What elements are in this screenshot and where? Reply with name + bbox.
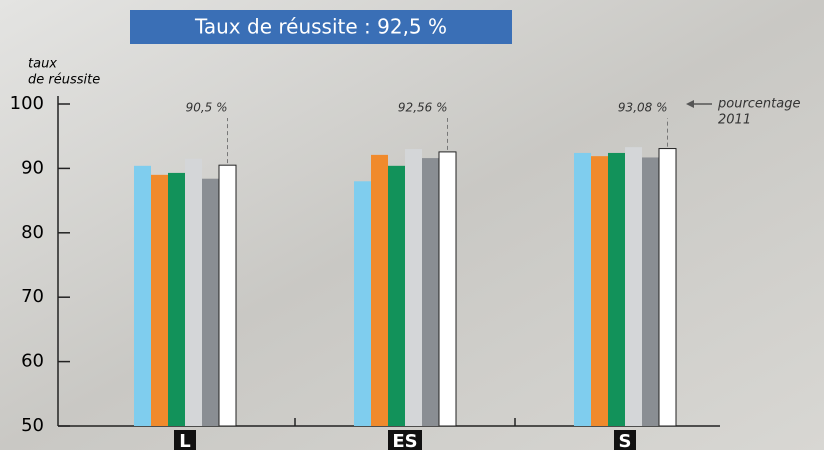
bar [202,178,219,426]
y-tick-label: 70 [21,286,44,307]
y-tick-label: 80 [21,222,44,243]
y-tick-label: 100 [10,93,44,114]
bar [658,148,677,427]
bar [422,158,439,426]
bar [218,164,237,427]
bar [134,165,151,426]
bar [388,165,405,426]
x-tick-label: S [619,431,632,450]
bar [168,172,185,426]
bar [438,151,457,427]
annotation: pourcentage [717,97,801,112]
bar [642,157,659,426]
y-axis-label: de réussite [28,73,100,88]
bar [185,158,202,427]
bar [151,174,168,426]
bar [371,154,388,426]
bar [574,152,591,426]
bar [608,152,625,426]
x-tick-label: L [179,431,190,450]
category-box [388,430,422,450]
annotation-arrow-head [686,100,694,108]
bar [591,156,608,426]
y-tick-label: 50 [21,415,44,436]
bar [354,181,371,426]
bar [625,147,642,426]
y-axis-label: taux [28,57,57,72]
title-box [130,10,512,44]
y-tick-label: 90 [21,157,44,178]
category-box [174,430,196,450]
value-label: 93,08 % [618,101,668,115]
bar [405,149,422,426]
x-tick-label: ES [392,431,417,450]
chart-title: Taux de réussite : 92,5 % [194,15,447,39]
y-tick-label: 60 [21,351,44,372]
value-label: 92,56 % [398,101,448,115]
category-box [614,430,636,450]
annotation: 2011 [718,113,751,128]
value-label: 90,5 % [186,101,228,115]
